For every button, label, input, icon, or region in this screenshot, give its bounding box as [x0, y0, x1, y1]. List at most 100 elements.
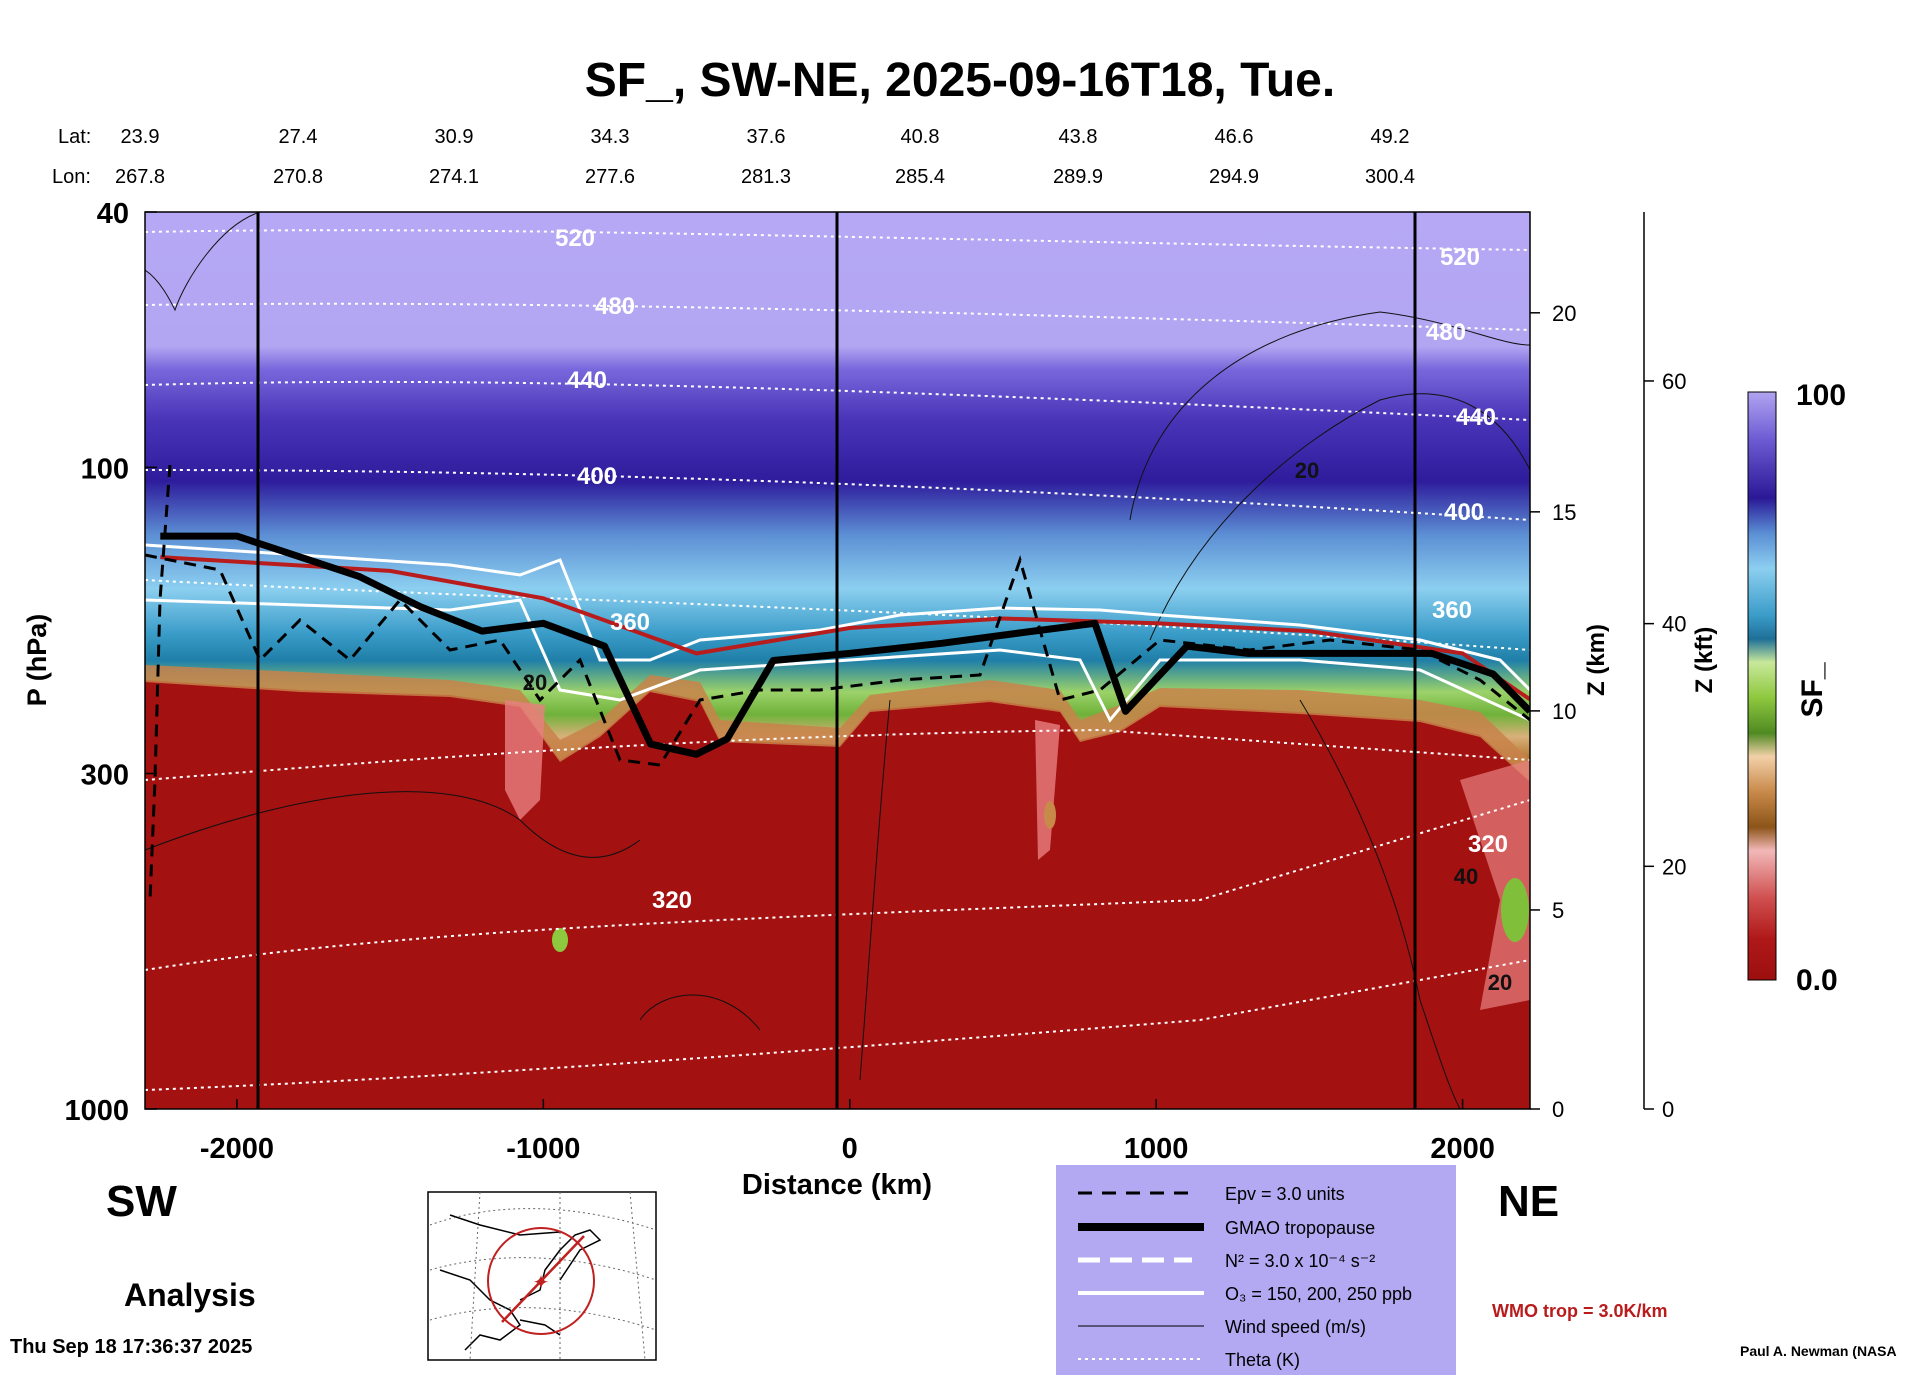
lon-value: 285.4: [895, 166, 945, 188]
z-kft-tick-label: 0: [1662, 1097, 1674, 1122]
lon-value: 289.9: [1053, 166, 1103, 188]
inset-map-coast: [439, 1214, 602, 1351]
colorbar-max: 100: [1796, 379, 1846, 412]
lat-value: 27.4: [279, 126, 318, 148]
pink-plume-corner: [1460, 760, 1530, 1010]
section-markers: [256, 212, 1417, 1109]
theta-line-400: [145, 469, 1530, 521]
legend-item-epv: Epv = 3.0 units: [1225, 1184, 1345, 1204]
theta-line-360: [145, 579, 1530, 651]
inset-map-grid: [429, 1191, 657, 1361]
theta-label-text: 520: [555, 225, 595, 252]
theta-label: 480: [595, 293, 635, 320]
theta-label-text: 320: [652, 887, 692, 914]
legend-item-o3: O₃ = 150, 200, 250 ppb: [1225, 1284, 1412, 1304]
theta-label-text: 440: [567, 367, 607, 394]
wind-line-e: [859, 699, 891, 1081]
wind-label: 20: [1295, 458, 1319, 483]
ozone-contours: [145, 543, 1530, 723]
theta-label: 360: [610, 609, 650, 636]
ozone-line-b: [145, 598, 1530, 723]
theta-line-440: [145, 380, 1530, 421]
legend-item-wind: Wind speed (m/s): [1225, 1317, 1366, 1337]
theta-label-right: 520: [1440, 244, 1480, 271]
credit: Paul A. Newman (NASA: [1740, 1343, 1897, 1359]
lon-value: 281.3: [741, 166, 791, 188]
wind-line-a: [145, 212, 261, 312]
z-kft-axis: 0 20 40 60: [1644, 369, 1686, 1122]
inset-map-range-circle: [487, 1227, 595, 1335]
z-kft-tick-label: 40: [1662, 612, 1686, 637]
lon-value: 294.9: [1209, 166, 1259, 188]
wind-label: 40: [1454, 864, 1478, 889]
legend-box: [1056, 1165, 1456, 1375]
z-km-tick-label: 0: [1552, 1097, 1564, 1122]
lon-value: 277.6: [585, 166, 635, 188]
theta-label: 320: [652, 887, 692, 914]
x-tick-label: 2000: [1430, 1133, 1495, 1165]
wind-contours: [145, 212, 1530, 1109]
x-tick-label: 1000: [1124, 1133, 1189, 1165]
wind-label: 20: [523, 670, 547, 695]
y-tick-label: 40: [97, 198, 129, 230]
theta-label-text: 400: [577, 463, 617, 490]
wind-label: 20: [1488, 970, 1512, 995]
x-tick-label: -1000: [506, 1133, 580, 1165]
ne-label: NE: [1498, 1177, 1559, 1226]
legend-item-gmao: GMAO tropopause: [1225, 1218, 1375, 1238]
colorbar: [1747, 391, 1777, 981]
x-axis-label: Distance (km): [742, 1169, 932, 1201]
chart-title: SF_, SW-NE, 2025-09-16T18, Tue.: [585, 54, 1335, 107]
legend: Epv = 3.0 units GMAO tropopause N² = 3.0…: [1056, 1165, 1456, 1375]
theta-label-right: 480: [1426, 319, 1466, 346]
x-axis: -2000 -1000 0 1000 2000: [200, 1099, 1495, 1165]
z-kft-tick-label: 60: [1662, 369, 1686, 394]
x-tick-label: 0: [842, 1133, 858, 1165]
z-km-axis: 0 5 10 15 20: [1530, 301, 1576, 1122]
sw-label: SW: [106, 1177, 177, 1226]
green-spot-corner: [1501, 878, 1529, 942]
colorbar-label: SF_: [1796, 662, 1829, 717]
theta-contours: [145, 229, 1530, 1091]
green-spot-mid: [1044, 801, 1056, 829]
lon-label: Lon:: [52, 166, 91, 188]
theta-label-right: 440: [1456, 404, 1496, 431]
z-kft-tick-label: 20: [1662, 854, 1686, 879]
legend-item-n2: N² = 3.0 x 10⁻⁴ s⁻²: [1225, 1251, 1375, 1271]
wind-line-c: [1149, 393, 1530, 641]
z-km-tick-label: 15: [1552, 500, 1576, 525]
inset-map-center-icon: ✦: [533, 1272, 550, 1294]
lat-value: 43.8: [1059, 126, 1098, 148]
z-km-label: Z (km): [1583, 624, 1610, 696]
theta-label-text: 320: [1468, 831, 1508, 858]
theta-label-right: 400: [1444, 499, 1484, 526]
x-tick-label: -2000: [200, 1133, 274, 1165]
colorbar-min: 0.0: [1796, 964, 1838, 997]
wmo-label: WMO trop = 3.0K/km: [1492, 1301, 1668, 1321]
theta-label: 400: [577, 463, 617, 490]
wind-labels: 20 20 40 20: [523, 458, 1512, 995]
analysis-label: Analysis: [124, 1277, 256, 1313]
epv-contour-left: [148, 464, 172, 901]
timestamp: Thu Sep 18 17:36:37 2025: [10, 1336, 252, 1358]
theta-line-520: [145, 229, 1530, 251]
theta-line-300: [145, 959, 1530, 1091]
pink-plume-left: [505, 700, 545, 820]
wind-line-b: [1129, 311, 1530, 521]
theta-label-text: 360: [610, 609, 650, 636]
lat-value: 34.3: [591, 126, 630, 148]
pink-plume-right: [1035, 720, 1060, 860]
y-tick-label: 100: [81, 453, 129, 485]
theta-label: 440: [567, 367, 607, 394]
lat-value: 23.9: [121, 126, 160, 148]
y-tick-label: 300: [81, 759, 129, 791]
y-axis: 40 100 300 1000: [64, 198, 157, 1127]
wmo-tropopause-line: [160, 555, 1530, 702]
lat-value: 30.9: [435, 126, 474, 148]
ozone-line-a: [145, 543, 1530, 692]
z-kft-label: Z (kft): [1691, 627, 1718, 694]
theta-label: 520: [555, 225, 595, 252]
wind-line-g: [639, 994, 761, 1031]
z-km-tick-label: 20: [1552, 301, 1576, 326]
